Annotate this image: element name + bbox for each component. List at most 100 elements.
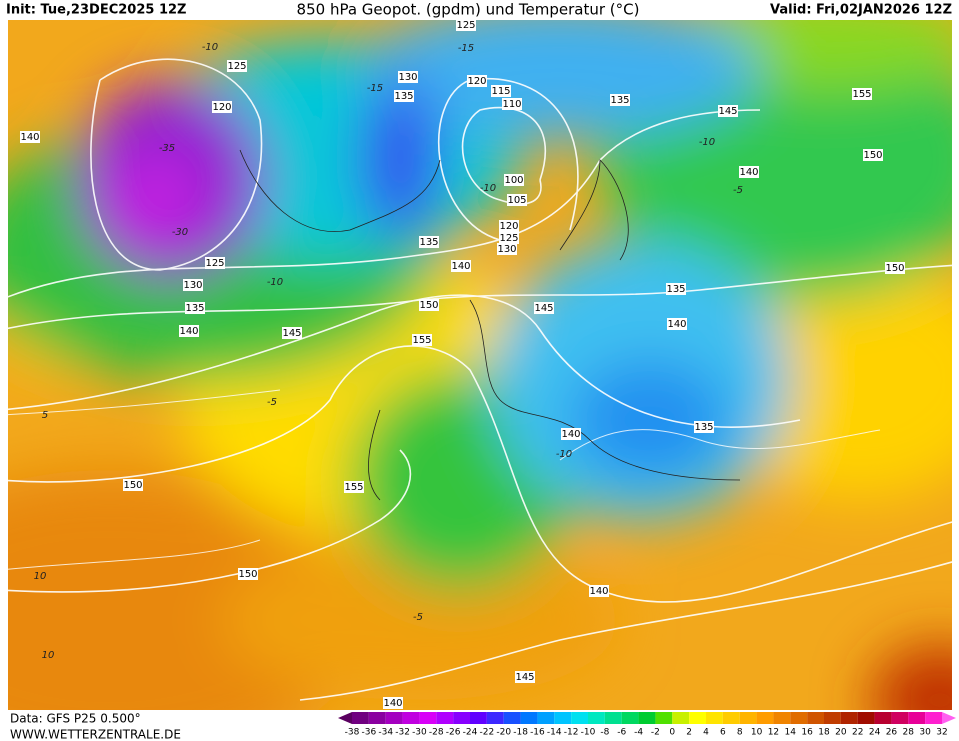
colorbar-label: 26 (886, 728, 898, 738)
label-box (419, 299, 439, 311)
geopotential-label: 135 (666, 284, 685, 295)
colorbar-label: -36 (362, 728, 377, 738)
colorbar-box (571, 712, 588, 724)
geopotential-label: 115 (491, 86, 510, 97)
temperature-label: -30 (172, 227, 188, 238)
valid-time: Valid: Fri,02JAN2026 12Z (770, 3, 952, 18)
geopotential-label: 150 (863, 150, 882, 161)
colorbar-box (554, 712, 572, 724)
temperature-label: -5 (733, 185, 743, 196)
geopotential-label: 140 (383, 698, 402, 709)
label-box (885, 262, 905, 274)
colorbar-box (486, 712, 504, 724)
temperature-label: -10 (699, 137, 715, 148)
label-box (383, 697, 403, 709)
colorbar-label: -22 (480, 728, 495, 738)
geopotential-label: 145 (282, 328, 301, 339)
colorbar-label: 4 (703, 728, 709, 738)
label-box (282, 327, 302, 339)
label-box (499, 220, 519, 232)
colorbar-box (503, 712, 521, 724)
geopotential-label: 135 (419, 237, 438, 248)
colorbar-box (874, 712, 892, 724)
geopotential-label: 135 (610, 95, 629, 106)
init-time: Init: Tue,23DEC2025 12Z (6, 3, 186, 18)
geopotential-label: 100 (504, 175, 523, 186)
colorbar-box (925, 712, 942, 724)
colorbar-box (790, 712, 808, 724)
label-box (502, 98, 522, 110)
label-box (718, 105, 738, 117)
geopotential-labels: 125 125 120 140 135 130 120 115 110 135 145 155 150 1… (20, 19, 905, 709)
geopotential-label: 135 (694, 422, 713, 433)
colorbar-label: -30 (412, 728, 427, 738)
colorbar-label: -18 (513, 728, 528, 738)
geopotential-label: 140 (179, 326, 198, 337)
geopotential-label: 135 (394, 91, 413, 102)
colorbar-box (368, 712, 386, 724)
geopotential-label: 120 (212, 102, 231, 113)
colorbar-label: -16 (530, 728, 545, 738)
geopotential-label: 155 (412, 335, 431, 346)
geopotential-label: 125 (205, 258, 224, 269)
geopotential-contours (8, 58, 952, 701)
label-box (398, 71, 418, 83)
colorbar-label: -6 (617, 728, 626, 738)
geopotential-label: 150 (238, 569, 257, 580)
colorbar-label: -28 (429, 728, 444, 738)
label-box (20, 131, 40, 143)
label-box (534, 302, 554, 314)
label-box (739, 166, 759, 178)
colorbar-box (773, 712, 791, 724)
label-box (212, 101, 232, 113)
label-box (852, 88, 872, 100)
colorbar-label: 2 (686, 728, 692, 738)
colorbar-label: -10 (581, 728, 596, 738)
colorbar-box (739, 712, 757, 724)
colorbar-box (655, 712, 673, 724)
label-box (499, 232, 519, 244)
colorbar-label: -24 (463, 728, 478, 738)
colorbar-label: -20 (496, 728, 511, 738)
label-box (412, 334, 432, 346)
geopotential-label: 105 (507, 195, 526, 206)
geopotential-label: 120 (467, 76, 486, 87)
label-box (123, 479, 143, 491)
colorbar-label: 24 (869, 728, 881, 738)
geopotential-label: 145 (718, 106, 737, 117)
colorbar-label: 20 (835, 728, 847, 738)
colorbar-label: -26 (446, 728, 461, 738)
label-box (227, 60, 247, 72)
colorbar-label: -2 (651, 728, 660, 738)
label-box (667, 318, 687, 330)
colorbar-box (588, 712, 605, 724)
geopotential-label: 110 (502, 99, 521, 110)
colorbar: -38 -36 -34 -32 -30 -28 -26 -24 -22 -20 -18 -16 -14-… (338, 712, 956, 738)
geopotential-label: 125 (227, 61, 246, 72)
label-box (451, 260, 471, 272)
label-box (238, 568, 258, 580)
colorbar-box (621, 712, 639, 724)
geopotential-label: 140 (561, 429, 580, 440)
colorbar-label: 32 (936, 728, 947, 738)
colorbar-label: 22 (852, 728, 863, 738)
temperature-label: 10 (42, 650, 55, 661)
colorbar-label: 8 (737, 728, 743, 738)
geopotential-label: 155 (344, 482, 363, 493)
temperature-label: -15 (367, 83, 383, 94)
geopotential-label: 130 (398, 72, 417, 83)
colorbar-label: 10 (751, 728, 763, 738)
label-box (666, 283, 686, 295)
colorbar-box (352, 712, 369, 724)
colorbar-label: -8 (600, 728, 609, 738)
label-box (589, 585, 609, 597)
colorbar-label: -34 (378, 728, 393, 738)
colorbar-box (908, 712, 926, 724)
temperature-label: -10 (267, 277, 283, 288)
geopotential-label: 125 (499, 233, 518, 244)
label-box (515, 671, 535, 683)
label-box (491, 85, 511, 97)
